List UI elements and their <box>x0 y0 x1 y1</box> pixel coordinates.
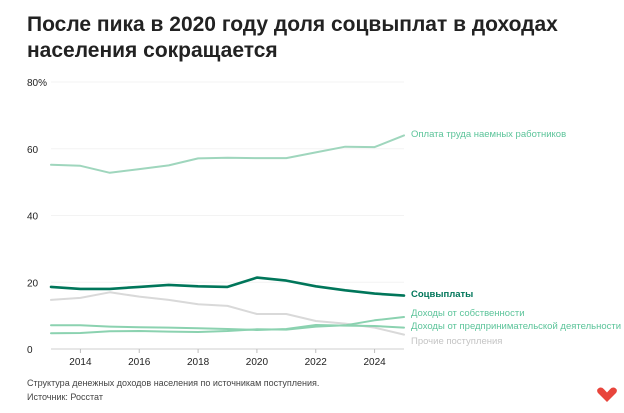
series-line-wages <box>50 134 405 174</box>
series-label-property: Доходы от собственности <box>411 308 525 319</box>
y-tick-label: 0 <box>27 345 33 356</box>
series-label-wages: Оплата труда наемных работников <box>411 129 566 140</box>
series-labels: Оплата труда наемных работников Соцвыплат… <box>411 129 621 347</box>
x-axis-ticks: 2014 2016 2018 2020 2022 2024 <box>69 349 386 368</box>
grid-layer <box>51 81 404 350</box>
series-label-business: Доходы от предпринимательской деятельнос… <box>411 321 621 332</box>
series-layer <box>49 134 406 336</box>
chart-caption: Структура денежных доходов населения по … <box>27 378 320 388</box>
series-label-other: Прочие поступления <box>411 336 502 347</box>
x-tick-label: 2022 <box>305 357 328 368</box>
x-tick-label: 2018 <box>187 357 210 368</box>
y-tick-label: 40 <box>27 212 39 223</box>
x-tick-label: 2024 <box>363 357 386 368</box>
x-tick-label: 2020 <box>246 357 269 368</box>
x-tick-label: 2016 <box>128 357 151 368</box>
x-tick-label: 2014 <box>69 357 92 368</box>
y-tick-label: 80% <box>27 78 47 89</box>
chart-source: Источник: Росстат <box>27 392 103 402</box>
heart-logo-icon <box>596 387 618 408</box>
series-line-business <box>50 324 405 331</box>
y-axis-ticks: 0 20 40 60 80% <box>27 78 47 356</box>
series-line-social <box>49 276 406 297</box>
series-line-other <box>50 291 405 336</box>
series-label-social: Соцвыплаты <box>411 289 473 300</box>
y-tick-label: 20 <box>27 278 39 289</box>
chart-title: После пика в 2020 году доля соцвыплат в … <box>27 13 558 62</box>
y-tick-label: 60 <box>27 145 39 156</box>
